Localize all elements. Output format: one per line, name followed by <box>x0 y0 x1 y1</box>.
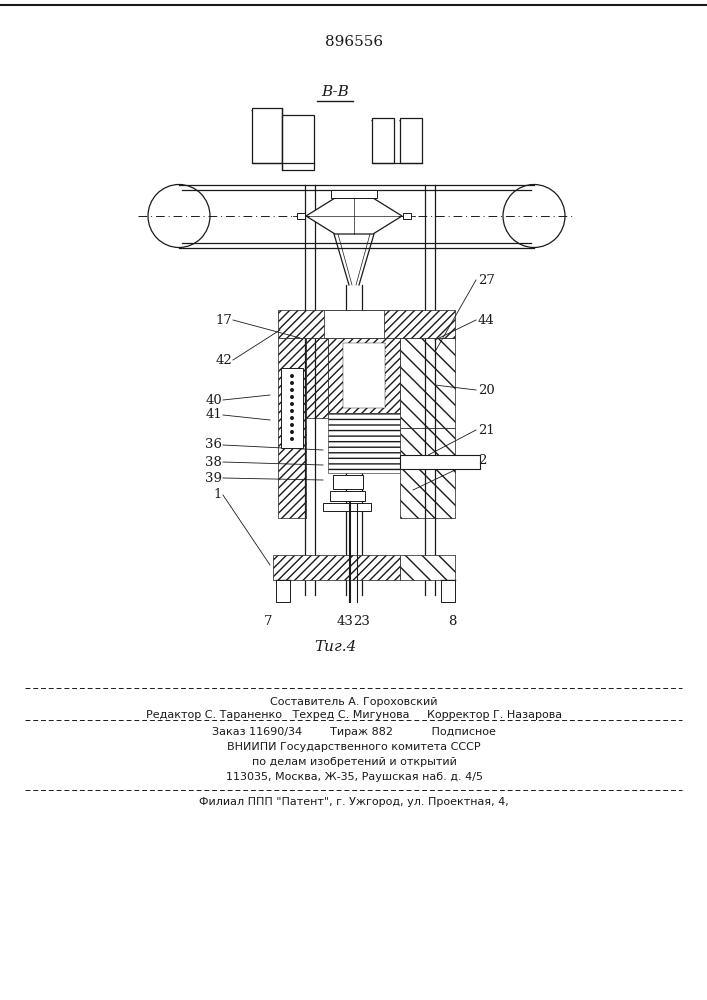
Bar <box>333 475 363 489</box>
Text: 17: 17 <box>215 314 232 326</box>
Text: B-B: B-B <box>321 85 349 99</box>
Text: по делам изобретений и открытий: по делам изобретений и открытий <box>252 757 457 767</box>
Bar <box>441 580 455 602</box>
Text: 27: 27 <box>478 273 495 286</box>
Bar <box>324 310 384 338</box>
Circle shape <box>290 374 294 378</box>
Text: Заказ 11690/34        Тираж 882           Подписное: Заказ 11690/34 Тираж 882 Подписное <box>212 727 496 737</box>
Text: 113035, Москва, Ж-35, Раушская наб. д. 4/5: 113035, Москва, Ж-35, Раушская наб. д. 4… <box>226 772 482 782</box>
Bar <box>400 455 480 469</box>
Text: 896556: 896556 <box>325 35 383 49</box>
Polygon shape <box>306 198 402 234</box>
Bar <box>330 491 365 501</box>
Bar <box>297 213 305 219</box>
Bar <box>306 338 328 418</box>
Circle shape <box>290 381 294 385</box>
Circle shape <box>290 409 294 413</box>
Bar <box>328 413 400 473</box>
Text: 44: 44 <box>478 314 495 326</box>
Text: 39: 39 <box>205 472 222 485</box>
Text: 20: 20 <box>478 383 495 396</box>
Bar <box>400 455 480 469</box>
Text: Составитель А. Гороховский: Составитель А. Гороховский <box>270 697 438 707</box>
Bar <box>400 555 455 580</box>
Bar <box>278 338 306 518</box>
Bar <box>281 368 303 448</box>
Text: 21: 21 <box>478 424 495 436</box>
Bar <box>252 108 282 163</box>
Text: Филиал ППП "Патент", г. Ужгород, ул. Проектная, 4,: Филиал ППП "Патент", г. Ужгород, ул. Про… <box>199 797 509 807</box>
Text: 7: 7 <box>264 615 272 628</box>
Text: ВНИИПИ Государственного комитета СССР: ВНИИПИ Государственного комитета СССР <box>227 742 481 752</box>
Bar <box>331 190 377 198</box>
Bar <box>328 338 400 413</box>
Text: 2: 2 <box>478 454 486 466</box>
Text: 43: 43 <box>337 615 354 628</box>
Bar <box>276 580 290 602</box>
Text: 41: 41 <box>205 408 222 422</box>
Text: 8: 8 <box>448 615 456 628</box>
Bar <box>403 213 411 219</box>
Bar <box>400 338 455 428</box>
Bar <box>278 310 455 338</box>
Text: Τиг.4: Τиг.4 <box>314 640 356 654</box>
Bar <box>343 343 385 408</box>
Bar <box>372 118 394 163</box>
Circle shape <box>290 416 294 420</box>
Circle shape <box>290 430 294 434</box>
Text: 1: 1 <box>214 488 222 502</box>
Circle shape <box>290 402 294 406</box>
Bar <box>400 118 422 163</box>
Text: 40: 40 <box>205 393 222 406</box>
Text: 36: 36 <box>205 438 222 452</box>
Bar <box>400 428 455 518</box>
Bar <box>273 555 400 580</box>
Circle shape <box>290 388 294 392</box>
Text: 38: 38 <box>205 456 222 468</box>
Text: 23: 23 <box>354 615 370 628</box>
Bar <box>323 503 371 511</box>
Bar <box>282 115 314 170</box>
Text: 42: 42 <box>215 354 232 366</box>
Text: Редактор С. Тараненко   Техред С. Мигунова     Корректор Г. Назарова: Редактор С. Тараненко Техред С. Мигунова… <box>146 710 562 720</box>
Circle shape <box>290 437 294 441</box>
Circle shape <box>290 395 294 399</box>
Circle shape <box>290 423 294 427</box>
